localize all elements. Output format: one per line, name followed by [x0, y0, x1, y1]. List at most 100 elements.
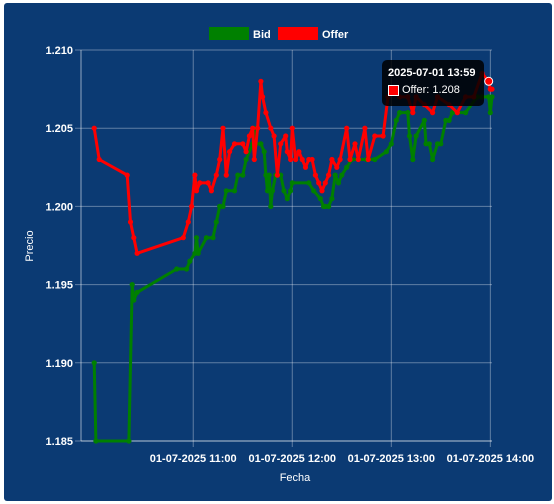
data-point-bid: [240, 172, 246, 178]
data-point-bid: [184, 266, 190, 272]
data-point-offer: [240, 141, 246, 147]
data-point-bid: [306, 180, 312, 186]
data-point-offer: [180, 235, 186, 241]
data-point-bid: [406, 133, 413, 139]
data-point-offer: [263, 110, 269, 116]
y-tick-label: 1.190: [45, 358, 73, 370]
legend-item-bid[interactable]: Bid: [209, 27, 271, 41]
data-point-bid: [261, 149, 267, 155]
data-point-bid: [264, 188, 271, 194]
data-point-offer: [355, 156, 361, 163]
data-point-bid: [311, 188, 317, 194]
data-point-offer: [284, 149, 290, 155]
data-point-offer: [352, 141, 358, 147]
y-axis-title: Precio: [24, 230, 36, 261]
price-line-chart: 1.185 1.190 1.195 1.200 1.205 1.210 01-07-202…: [24, 27, 534, 484]
data-point-bid: [126, 438, 132, 444]
data-point-offer: [231, 141, 238, 147]
tooltip-label: Offer: 1.208: [402, 84, 460, 96]
data-point-bid: [410, 156, 416, 163]
tooltip-title: 2025-07-01 13:59: [388, 67, 476, 79]
data-point-bid: [235, 172, 241, 178]
data-point-bid: [213, 219, 219, 225]
data-point-offer: [489, 86, 495, 92]
data-point-offer: [268, 125, 274, 131]
data-point-bid: [223, 188, 229, 194]
data-point-offer: [326, 172, 332, 178]
grid-lines: [75, 49, 492, 447]
y-tick-label: 1.210: [45, 45, 73, 57]
legend[interactable]: Bid Offer: [209, 27, 349, 41]
tooltip-row: Offer: 1.208: [388, 83, 478, 97]
data-point-bid: [220, 203, 226, 209]
data-point-bid: [430, 156, 436, 163]
data-point-offer: [289, 125, 295, 131]
data-point-bid: [317, 196, 323, 202]
data-point-offer: [337, 156, 343, 163]
data-point-bid: [421, 117, 427, 123]
data-point-offer: [131, 235, 137, 241]
data-point-bid: [195, 250, 201, 256]
x-axis-ticks: 01-07-2025 11:00 01-07-2025 12:00 01-07-20…: [150, 453, 534, 465]
chart-card: 1.185 1.190 1.195 1.200 1.205 1.210 01-07-202…: [4, 3, 552, 501]
data-point-bid: [426, 141, 432, 147]
data-point-offer: [250, 125, 256, 131]
data-point-bid: [193, 235, 200, 241]
data-point-offer: [334, 164, 340, 170]
data-point-offer: [223, 172, 229, 178]
data-point-offer: [274, 172, 280, 178]
data-point-offer: [430, 110, 436, 116]
data-point-offer: [278, 141, 284, 147]
data-point-offer: [283, 133, 289, 139]
data-point-bid: [463, 110, 469, 116]
data-point-bid: [413, 133, 419, 139]
data-point-offer: [192, 172, 198, 178]
data-point-bid: [335, 180, 342, 186]
data-point-offer: [322, 180, 328, 186]
data-point-bid: [446, 117, 452, 123]
data-point-offer: [91, 125, 97, 131]
data-point-offer: [213, 172, 219, 178]
x-tick-label: 01-07-2025 14:00: [447, 453, 534, 465]
data-point-bid: [383, 149, 389, 155]
data-point-bid: [131, 297, 137, 303]
data-point-offer: [243, 149, 249, 155]
data-point-bid: [288, 188, 294, 194]
data-point-offer: [220, 125, 226, 131]
x-tick-label: 01-07-2025 13:00: [348, 453, 435, 465]
data-point-offer: [217, 156, 223, 163]
data-point-bid: [289, 180, 295, 186]
data-point-bid: [281, 188, 287, 194]
data-point-bid: [258, 141, 264, 147]
data-point-bid: [372, 156, 378, 163]
data-point-offer: [96, 156, 102, 163]
y-tick-label: 1.195: [45, 280, 73, 292]
data-point-offer: [208, 188, 214, 194]
data-point-offer: [258, 78, 264, 84]
data-point-offer: [251, 156, 257, 163]
data-point-bid: [393, 117, 399, 123]
data-point-bid: [284, 196, 290, 202]
data-point-offer: [372, 133, 378, 139]
data-point-offer: [193, 188, 200, 194]
data-point-offer: [246, 133, 252, 139]
data-point-bid: [134, 289, 140, 295]
legend-swatch: [278, 27, 318, 40]
data-point-offer: [309, 156, 315, 163]
data-point-offer: [302, 164, 309, 170]
legend-item-offer[interactable]: Offer: [278, 27, 349, 41]
data-point-offer: [197, 180, 203, 186]
data-point-bid: [487, 110, 493, 116]
y-axis-ticks: 1.185 1.190 1.195 1.200 1.205 1.210: [45, 45, 73, 448]
data-point-bid: [269, 188, 276, 194]
y-tick-label: 1.185: [45, 436, 73, 448]
data-point-offer: [365, 156, 371, 163]
data-point-bid: [339, 172, 345, 178]
hovered-data-point: [484, 76, 494, 86]
x-axis-title: Fecha: [280, 472, 311, 484]
data-point-offer: [316, 180, 322, 186]
data-point-offer: [344, 125, 350, 131]
data-point-offer: [185, 219, 191, 225]
data-point-offer: [124, 172, 130, 178]
data-point-offer: [227, 149, 233, 155]
